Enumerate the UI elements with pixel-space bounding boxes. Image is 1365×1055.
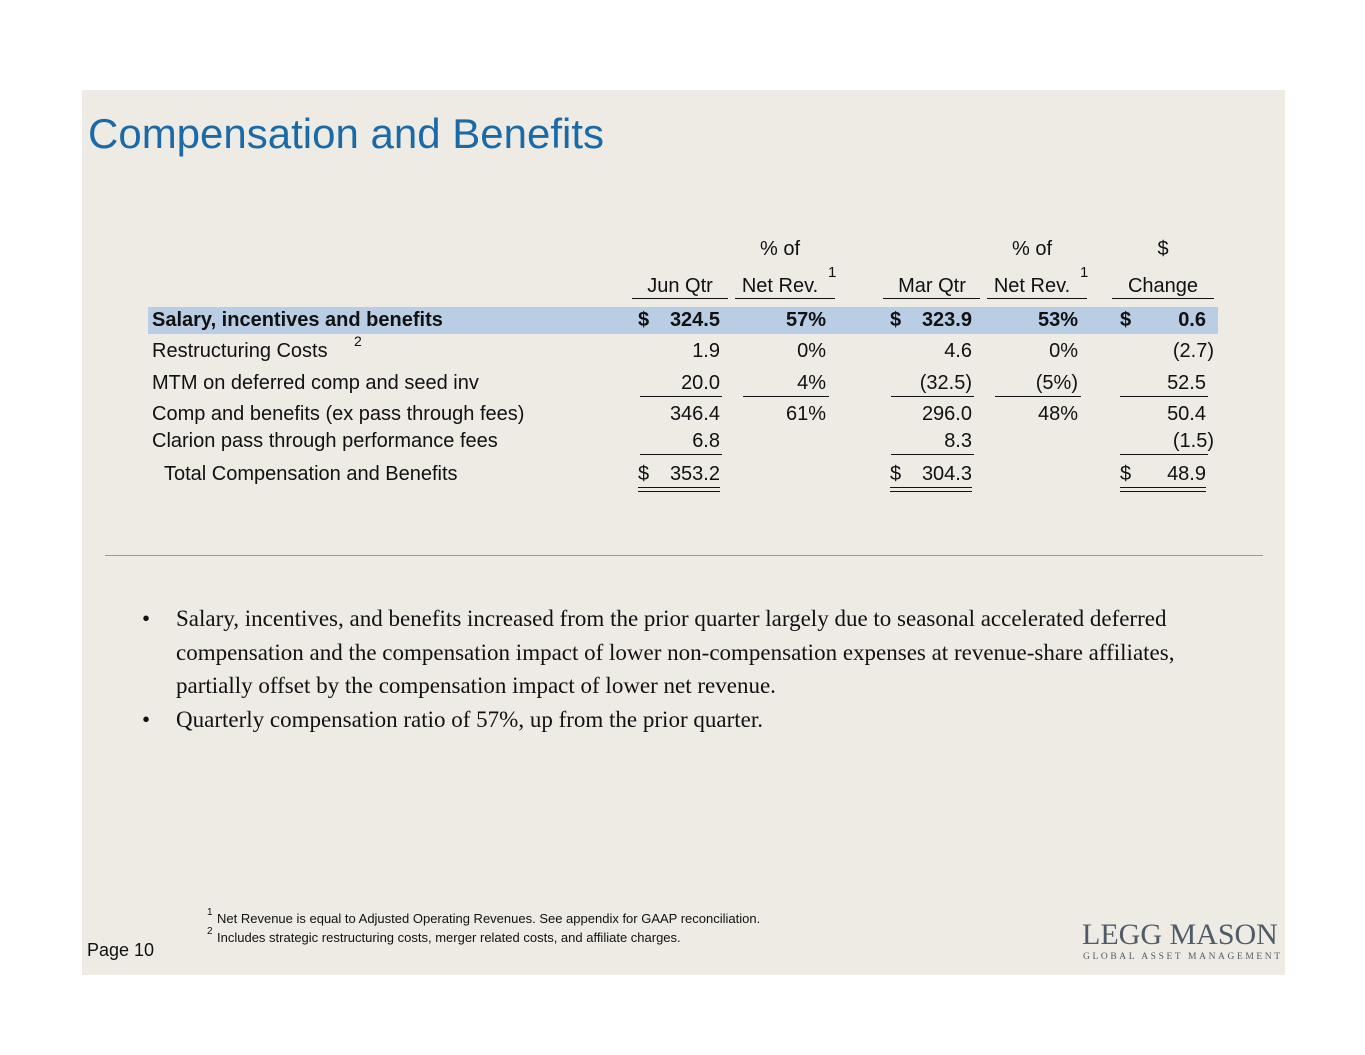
header-top: % of bbox=[759, 238, 801, 260]
cell-value: 353.2 bbox=[669, 463, 720, 485]
underline bbox=[890, 487, 972, 488]
bullet: Quarterly compensation ratio of 57%, up … bbox=[142, 703, 1256, 737]
row-note: 2 bbox=[354, 333, 362, 349]
row-label: Restructuring Costs bbox=[152, 340, 328, 362]
cell-value: 48% bbox=[1037, 403, 1078, 425]
footnote-text: Includes strategic restructuring costs, … bbox=[217, 930, 681, 945]
underline bbox=[1120, 396, 1208, 397]
column-header: Net Rev. bbox=[993, 275, 1071, 297]
cell-value: 4% bbox=[797, 372, 826, 394]
cell-value: (2.7) bbox=[1172, 340, 1214, 362]
underline bbox=[883, 298, 980, 299]
underline bbox=[743, 396, 829, 397]
underline bbox=[638, 491, 720, 492]
underline bbox=[640, 454, 722, 455]
logo-tagline: GLOBAL ASSET MANAGEMENT bbox=[1083, 952, 1283, 962]
cell-value: 8.3 bbox=[944, 430, 972, 452]
page-number: Page 10 bbox=[87, 940, 155, 960]
cell-value: 323.9 bbox=[921, 309, 972, 331]
header-note: 1 bbox=[1080, 264, 1089, 281]
underline bbox=[891, 454, 974, 455]
underline bbox=[1120, 487, 1206, 488]
title: Compensation and Benefits bbox=[88, 110, 604, 157]
cell-value: 53% bbox=[1037, 309, 1078, 331]
column-header: Jun Qtr bbox=[647, 275, 713, 297]
row-label: Clarion pass through performance fees bbox=[152, 430, 498, 452]
cell-value: (1.5) bbox=[1172, 430, 1214, 452]
underline bbox=[995, 396, 1081, 397]
footnote-text: Net Revenue is equal to Adjusted Operati… bbox=[217, 911, 761, 926]
cell-value: 296.0 bbox=[921, 403, 972, 425]
divider bbox=[105, 555, 1263, 556]
cell-value: 20.0 bbox=[681, 372, 720, 394]
underline bbox=[735, 298, 835, 299]
cell-prefix: $ bbox=[638, 463, 650, 485]
cell-value: 0% bbox=[1049, 340, 1078, 362]
underline bbox=[1120, 454, 1208, 455]
underline bbox=[890, 491, 972, 492]
cell-value: 324.5 bbox=[669, 309, 720, 331]
header-top: % of bbox=[1011, 238, 1053, 260]
cell-value: 4.6 bbox=[944, 340, 972, 362]
row-label: Total Compensation and Benefits bbox=[164, 463, 458, 485]
cell-prefix: $ bbox=[890, 309, 902, 331]
cell-value: 1.9 bbox=[692, 340, 720, 362]
cell-value: 61% bbox=[785, 403, 826, 425]
underline bbox=[987, 298, 1087, 299]
header-top: $ bbox=[1157, 238, 1169, 260]
row-label: MTM on deferred comp and seed inv bbox=[152, 372, 479, 394]
footnote-mark: 2 bbox=[207, 926, 213, 937]
row-label: Salary, incentives and benefits bbox=[152, 309, 443, 331]
underline bbox=[638, 487, 720, 488]
underline bbox=[640, 396, 722, 397]
cell-prefix: $ bbox=[1120, 309, 1132, 331]
cell-value: (5%) bbox=[1035, 372, 1078, 394]
cell-prefix: $ bbox=[1120, 463, 1132, 485]
underline bbox=[1120, 491, 1206, 492]
cell-value: 57% bbox=[785, 309, 826, 331]
footnote-mark: 1 bbox=[207, 907, 213, 918]
column-header: Net Rev. bbox=[741, 275, 819, 297]
cell-value: 304.3 bbox=[921, 463, 972, 485]
row-highlight bbox=[148, 307, 1218, 334]
cell-value: (32.5) bbox=[919, 372, 972, 394]
logo-name: LEGG MASON bbox=[1082, 918, 1278, 951]
header-note: 1 bbox=[828, 264, 837, 281]
bullet-list: Salary, incentives, and benefits increas… bbox=[142, 602, 1256, 737]
cell-value: 0% bbox=[797, 340, 826, 362]
cell-value: 0.6 bbox=[1178, 309, 1206, 331]
underline bbox=[1112, 298, 1214, 299]
column-header: Change bbox=[1127, 275, 1199, 297]
cell-value: 50.4 bbox=[1167, 403, 1206, 425]
row-label: Comp and benefits (ex pass through fees) bbox=[152, 403, 525, 425]
cell-value: 6.8 bbox=[692, 430, 720, 452]
column-header: Mar Qtr bbox=[898, 275, 966, 297]
bullet: Salary, incentives, and benefits increas… bbox=[142, 602, 1256, 703]
underline bbox=[632, 298, 728, 299]
underline bbox=[891, 396, 974, 397]
cell-value: 346.4 bbox=[669, 403, 720, 425]
cell-value: 48.9 bbox=[1167, 463, 1206, 485]
cell-prefix: $ bbox=[638, 309, 650, 331]
slide-panel bbox=[82, 90, 1285, 975]
cell-value: 52.5 bbox=[1167, 372, 1206, 394]
cell-prefix: $ bbox=[890, 463, 902, 485]
